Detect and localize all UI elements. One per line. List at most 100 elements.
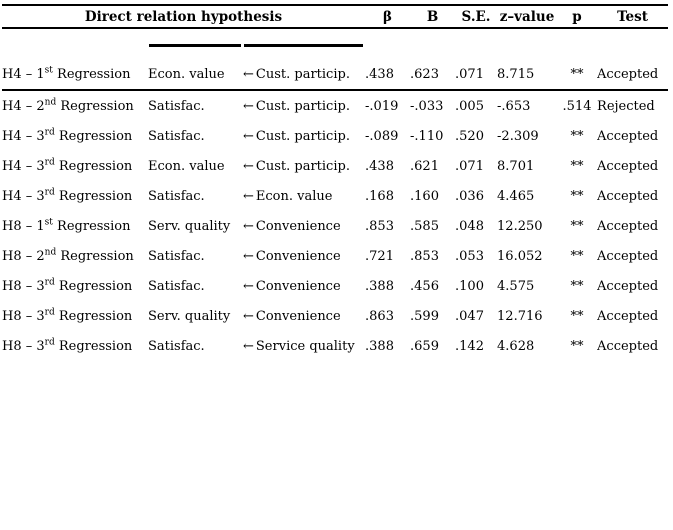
hypothesis-rest: Regression [58, 338, 133, 354]
hypothesis-label: H4 – 3rd Regression [2, 151, 148, 181]
z-value: 8.701 [497, 158, 535, 174]
hypothesis-label: H4 – 1st Regression [2, 59, 148, 91]
relation-cell: ← Cust. particip. [243, 90, 365, 121]
independent-variable: Cust. particip. [255, 98, 350, 114]
dependent-variable: Serv. quality [148, 218, 231, 234]
p-value: ** [570, 248, 584, 264]
independent-variable: Convenience [255, 278, 341, 294]
b-value: .585 [410, 218, 439, 234]
independent-variable: Convenience [255, 218, 341, 234]
hypothesis-label: H8 – 2nd Regression [2, 241, 148, 271]
table-row: H8 – 2nd Regression Satisfac. ← Convenien… [2, 241, 668, 271]
relation-cell: ← Convenience [243, 271, 365, 301]
p-value: ** [570, 278, 584, 294]
dependent-variable: Satisfac. [148, 248, 205, 264]
table-header: Direct relation hypothesis β B S.E. z–va… [2, 5, 669, 29]
hypothesis-rest: Regression [58, 278, 133, 294]
hypothesis-ordinal: nd [44, 97, 57, 108]
dependent-variable: Satisfac. [148, 278, 205, 294]
beta-value: .438 [365, 158, 394, 174]
left-arrow-icon: ← [243, 338, 254, 354]
independent-variable: Convenience [255, 248, 341, 264]
left-arrow-icon: ← [243, 128, 254, 144]
relation-cell: ← Convenience [243, 301, 365, 331]
dependent-variable: Econ. value [148, 158, 225, 174]
left-arrow-icon: ← [243, 188, 254, 204]
test-result: Accepted [597, 158, 659, 174]
p-value: ** [570, 218, 584, 234]
independent-variable: Econ. value [255, 188, 333, 204]
hypothesis-ordinal: rd [44, 127, 55, 138]
test-result: Accepted [597, 278, 659, 294]
test-result: Accepted [597, 59, 669, 91]
hypothesis-label: H4 – 2nd Regression [2, 90, 148, 121]
header-rule-segment [244, 43, 364, 47]
table-row: H4 – 3rd Regression Satisfac. ← Econ. val… [2, 181, 668, 211]
hypothesis-ordinal: st [44, 65, 53, 76]
relation-cell: ← Cust. particip. [243, 59, 366, 91]
independent-variable: Cust. particip. [255, 158, 350, 174]
column-header-beta: β [365, 5, 411, 29]
hypothesis-base: H8 – 2 [2, 248, 45, 264]
relation-cell: ← Cust. particip. [243, 151, 365, 181]
p-value: .514 [562, 98, 592, 114]
column-header-test: Test [597, 5, 669, 29]
b-value: .659 [410, 338, 439, 354]
beta-value: .863 [365, 308, 394, 324]
hypothesis-base: H4 – 3 [2, 128, 45, 144]
results-table: Direct relation hypothesis β B S.E. z–va… [2, 4, 669, 361]
p-value: ** [570, 188, 584, 204]
relation-cell: ← Convenience [243, 211, 365, 241]
b-value: .160 [410, 188, 439, 204]
left-arrow-icon: ← [243, 308, 254, 324]
hypothesis-label: H4 – 3rd Regression [2, 121, 148, 151]
hypothesis-ordinal: nd [44, 247, 57, 258]
relation-cell: ← Service quality [243, 331, 365, 361]
hypothesis-base: H4 – 1 [2, 66, 45, 82]
left-arrow-icon: ← [243, 278, 254, 294]
hypothesis-ordinal: rd [44, 337, 55, 348]
b-value: .456 [410, 278, 439, 294]
beta-value: .721 [365, 248, 394, 264]
se-value: .047 [455, 308, 484, 324]
z-value: -2.309 [497, 128, 539, 144]
z-value: 16.052 [497, 248, 543, 264]
hypothesis-base: H8 – 1 [2, 218, 45, 234]
table-row: H4 – 3rd Regression Satisfac. ← Cust. par… [2, 121, 668, 151]
test-result: Accepted [597, 308, 659, 324]
dependent-variable: Satisfac. [148, 188, 205, 204]
header-rule-segment [149, 43, 241, 47]
independent-variable: Convenience [255, 308, 341, 324]
hypothesis-base: H4 – 2 [2, 98, 45, 114]
table-row: H4 – 2nd Regression Satisfac. ← Cust. par… [2, 90, 668, 121]
test-result: Accepted [597, 218, 659, 234]
p-value: ** [570, 338, 584, 354]
hypothesis-ordinal: rd [44, 307, 55, 318]
hypothesis-base: H4 – 3 [2, 188, 45, 204]
hypothesis-label: H8 – 3rd Regression [2, 331, 148, 361]
se-value: .142 [455, 338, 484, 354]
independent-variable: Service quality [255, 338, 355, 354]
z-value: 4.465 [497, 188, 535, 204]
hypothesis-ordinal: st [44, 217, 53, 228]
dependent-variable: Satisfac. [148, 338, 205, 354]
table-row: H8 – 3rd Regression Serv. quality ← Conve… [2, 301, 668, 331]
column-header-b: B [410, 5, 456, 29]
hypothesis-label: H8 – 1st Regression [2, 211, 148, 241]
rule-cell [148, 28, 243, 59]
table-row: H8 – 1st Regression Serv. quality ← Conve… [2, 211, 668, 241]
relation-cell: ← Econ. value [243, 181, 365, 211]
hypothesis-rest: Regression [58, 308, 133, 324]
se-value: .036 [455, 188, 484, 204]
table-row: H8 – 3rd Regression Satisfac. ← Service q… [2, 331, 668, 361]
hypothesis-label: H8 – 3rd Regression [2, 271, 148, 301]
beta-value: -.019 [365, 98, 399, 114]
left-arrow-icon: ← [243, 98, 254, 114]
dependent-variable: Satisfac. [148, 128, 205, 144]
spacer-cell [365, 28, 668, 59]
hypothesis-ordinal: rd [44, 277, 55, 288]
hypothesis-label: H4 – 3rd Regression [2, 181, 148, 211]
column-header-p: p [557, 5, 598, 29]
beta-value: .388 [365, 278, 394, 294]
